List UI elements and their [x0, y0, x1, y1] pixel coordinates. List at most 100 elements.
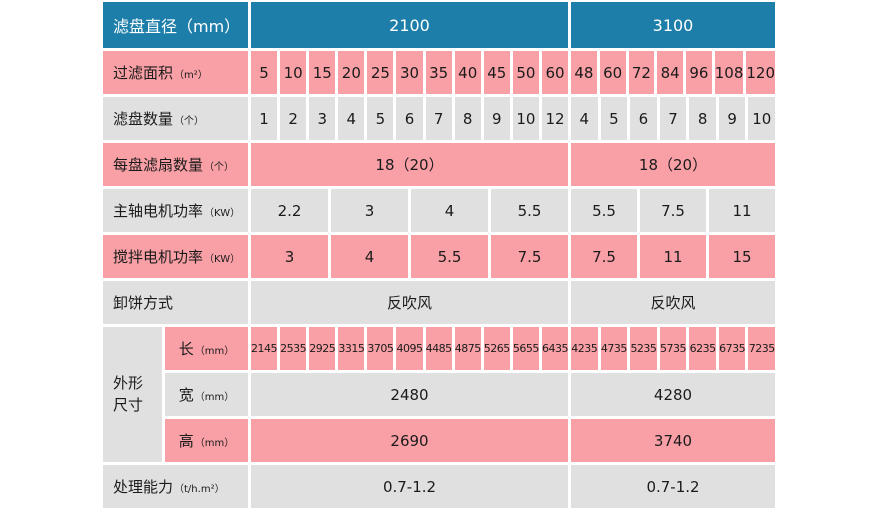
label-text: 长	[178, 340, 194, 358]
value-cell: 0.7-1.2	[251, 465, 568, 508]
value-cell: 3	[309, 97, 336, 140]
dimensions-label-line1: 外形	[113, 373, 144, 392]
header-group-2100: 2100	[251, 2, 568, 48]
value-cell: 7235	[748, 327, 775, 370]
row-width: 宽（mm） 2480 4280	[165, 373, 775, 416]
value-cell: 2480	[251, 373, 568, 416]
sectors-span-3100: 18（20）	[571, 143, 775, 186]
value-cell: 5735	[659, 327, 687, 370]
value-cell: 6735	[718, 327, 746, 370]
value-cell: 18（20）	[251, 143, 568, 186]
value-cell: 9	[718, 97, 746, 140]
label-text: 处理能力	[113, 478, 174, 496]
value-cell: 7	[425, 97, 452, 140]
value-cell: 40	[454, 51, 481, 94]
table-header-row: 滤盘直径（mm） 2100 3100	[103, 2, 775, 48]
dimensions-section: 外形 尺寸 长 （mm） 2145 2535 2925 3315 3705 4095 4485…	[103, 327, 775, 462]
value-cell: 10	[280, 51, 307, 94]
row-height-label: 高（mm）	[165, 419, 248, 462]
row-main-motor-power: 主轴电机功率 （KW） 2.2 3 4 5.5 5.5 7.5 11	[103, 189, 775, 232]
value-cell: 2690	[251, 419, 568, 462]
filter-spec-table: 滤盘直径（mm） 2100 3100 过滤面积 （m²） 5 10 15 20 25 30 3…	[103, 2, 775, 508]
row-capacity-label: 处理能力 （t/h.m²）	[103, 465, 248, 508]
value-cell: 3	[331, 189, 408, 232]
main-motor-cells-2100: 2.2 3 4 5.5	[251, 189, 568, 232]
value-cell: 3740	[571, 419, 775, 462]
value-cell: 9	[483, 97, 510, 140]
header-label-text: 滤盘直径（mm）	[113, 17, 241, 36]
label-unit: （个）	[174, 116, 205, 127]
value-cell: 18（20）	[571, 143, 775, 186]
row-filter-area: 过滤面积 （m²） 5 10 15 20 25 30 35 40 45 50 60 48 60 72 84 9…	[103, 51, 776, 94]
disc-count-cells-2100: 1 2 3 4 5 6 7 8 9 10 12	[251, 97, 569, 140]
value-cell: 2.2	[251, 189, 328, 232]
dimensions-label: 外形 尺寸	[103, 327, 162, 462]
row-filter-area-label: 过滤面积 （m²）	[103, 51, 248, 94]
value-cell: 2145	[251, 327, 278, 370]
value-cell: 25	[367, 51, 394, 94]
header-group-2100-value: 2100	[251, 2, 568, 48]
header-label-disc-diameter: 滤盘直径（mm）	[103, 2, 248, 48]
value-cell: 7.5	[571, 235, 637, 278]
header-group-3100: 3100	[571, 2, 775, 48]
value-cell: 5265	[483, 327, 510, 370]
capacity-span-2100: 0.7-1.2	[251, 465, 568, 508]
label-unit: （个）	[204, 162, 235, 173]
value-cell: 反吹风	[251, 281, 568, 324]
row-width-label: 宽（mm）	[165, 373, 248, 416]
value-cell: 30	[396, 51, 423, 94]
value-cell: 2925	[309, 327, 336, 370]
label-text: 主轴电机功率	[113, 202, 204, 220]
value-cell: 84	[657, 51, 683, 94]
length-cells-2100: 2145 2535 2925 3315 3705 4095 4485 4875 5265 5655…	[251, 327, 568, 370]
row-sectors-per-disc-label: 每盘滤扇数量 （个）	[103, 143, 248, 186]
value-cell: 4	[338, 97, 365, 140]
value-cell: 4235	[571, 327, 598, 370]
value-cell: 15	[309, 51, 336, 94]
height-span-2100: 2690	[251, 419, 568, 462]
value-cell: 反吹风	[571, 281, 775, 324]
value-cell: 35	[425, 51, 452, 94]
value-cell: 1	[251, 97, 278, 140]
value-cell: 3315	[338, 327, 365, 370]
value-cell: 4	[571, 97, 598, 140]
value-cell: 4280	[571, 373, 775, 416]
cake-discharge-span-2100: 反吹风	[251, 281, 568, 324]
row-height: 高（mm） 2690 3740	[165, 419, 775, 462]
label-text: 宽	[178, 386, 194, 404]
label-text: 搅拌电机功率	[113, 248, 204, 266]
value-cell: 8	[454, 97, 481, 140]
value-cell: 60	[541, 51, 569, 94]
row-agitator-motor-power: 搅拌电机功率 （KW） 3 4 5.5 7.5 7.5 11 15	[103, 235, 775, 278]
filter-area-cells-3100: 48 60 72 84 96 108 120	[571, 51, 776, 94]
label-text: 高	[178, 432, 194, 450]
value-cell: 8	[689, 97, 716, 140]
value-cell: 5655	[512, 327, 539, 370]
row-capacity: 处理能力 （t/h.m²） 0.7-1.2 0.7-1.2	[103, 465, 775, 508]
value-cell: 0.7-1.2	[571, 465, 775, 508]
value-cell: 5.5	[411, 235, 488, 278]
width-span-3100: 4280	[571, 373, 775, 416]
value-cell: 5	[367, 97, 394, 140]
dimensions-rows: 长 （mm） 2145 2535 2925 3315 3705 4095 4485 4875 52…	[165, 327, 775, 462]
value-cell: 2535	[280, 327, 307, 370]
label-text: 滤盘数量	[113, 110, 174, 128]
label-unit: （KW）	[204, 254, 241, 265]
value-cell: 5	[251, 51, 278, 94]
row-main-motor-power-label: 主轴电机功率 （KW）	[103, 189, 248, 232]
label-unit: （KW）	[204, 208, 241, 219]
value-cell: 7.5	[640, 189, 706, 232]
label-text: 过滤面积	[113, 64, 174, 82]
value-cell: 108	[714, 51, 744, 94]
width-span-2100: 2480	[251, 373, 568, 416]
label-text: 卸饼方式	[113, 294, 174, 312]
value-cell: 12	[541, 97, 569, 140]
label-text: 每盘滤扇数量	[113, 156, 204, 174]
label-unit: （mm）	[194, 392, 235, 403]
capacity-span-3100: 0.7-1.2	[571, 465, 775, 508]
length-cells-3100: 4235 4735 5235 5735 6235 6735 7235	[571, 327, 775, 370]
value-cell: 72	[628, 51, 655, 94]
value-cell: 15	[709, 235, 775, 278]
row-disc-count: 滤盘数量 （个） 1 2 3 4 5 6 7 8 9 10 12 4 5 6 7 8 9 10	[103, 97, 776, 140]
row-cake-discharge: 卸饼方式 反吹风 反吹风	[103, 281, 775, 324]
